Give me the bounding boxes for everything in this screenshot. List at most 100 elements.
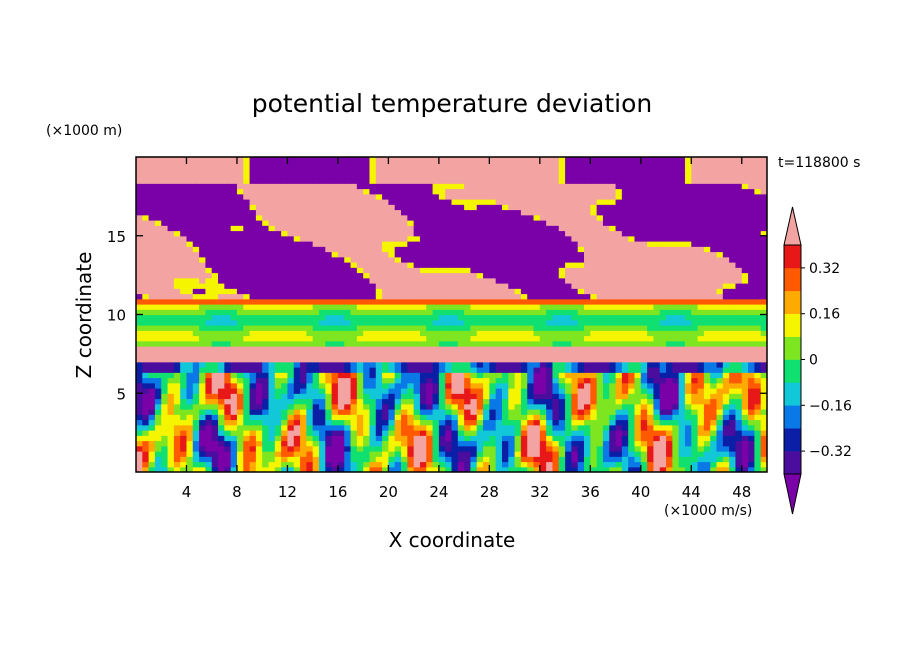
contour-cell xyxy=(647,440,655,447)
contour-cell xyxy=(571,356,579,363)
contour-cell xyxy=(142,382,150,389)
contour-cell xyxy=(230,330,238,337)
contour-cell xyxy=(716,377,724,384)
contour-cell xyxy=(666,351,673,358)
contour-cell xyxy=(142,424,150,431)
contour-cell xyxy=(306,351,314,358)
contour-cell xyxy=(621,283,629,289)
contour-cell xyxy=(363,225,371,232)
contour-cell xyxy=(584,409,591,415)
contour-cell xyxy=(552,235,560,242)
contour-cell xyxy=(640,445,648,452)
contour-cell xyxy=(558,319,566,326)
contour-cell xyxy=(369,440,377,447)
contour-cell xyxy=(722,267,730,274)
contour-cell xyxy=(432,209,440,216)
contour-cell xyxy=(647,346,655,352)
contour-cell xyxy=(161,267,169,274)
contour-cell xyxy=(609,356,617,363)
contour-cell xyxy=(754,251,762,258)
contour-cell xyxy=(363,335,371,342)
contour-cell xyxy=(211,461,219,468)
contour-cell xyxy=(161,346,169,352)
contour-cell xyxy=(659,335,667,342)
contour-cell xyxy=(590,451,598,457)
contour-cell xyxy=(514,220,522,226)
contour-cell xyxy=(243,351,251,358)
contour-cell xyxy=(760,466,767,472)
contour-cell xyxy=(337,430,345,436)
contour-cell xyxy=(628,403,636,410)
contour-cell xyxy=(527,251,535,258)
contour-cell xyxy=(653,209,661,216)
contour-cell xyxy=(388,314,396,321)
contour-cell xyxy=(230,241,238,247)
contour-cell xyxy=(356,414,364,421)
contour-cell xyxy=(369,319,377,326)
contour-cell xyxy=(716,241,724,247)
contour-cell xyxy=(760,372,767,379)
contour-cell xyxy=(407,440,415,447)
contour-cell xyxy=(325,272,333,279)
contour-cell xyxy=(489,372,497,379)
contour-cell xyxy=(287,367,295,373)
contour-cell xyxy=(514,309,522,316)
contour-cell xyxy=(748,262,755,268)
contour-cell xyxy=(337,440,345,447)
contour-cell xyxy=(729,346,737,352)
contour-cell xyxy=(331,325,339,331)
contour-cell xyxy=(337,277,345,284)
contour-cell xyxy=(684,251,692,258)
contour-cell xyxy=(615,456,623,463)
contour-cell xyxy=(729,251,737,258)
contour-cell xyxy=(356,230,364,237)
contour-cell xyxy=(508,267,516,274)
contour-cell xyxy=(508,388,516,394)
contour-cell xyxy=(249,351,257,358)
contour-cell xyxy=(565,419,572,426)
contour-cell xyxy=(451,409,459,415)
contour-cell xyxy=(508,424,516,431)
contour-cell xyxy=(249,346,257,352)
contour-cell xyxy=(672,309,680,316)
contour-cell xyxy=(501,414,509,421)
contour-cell xyxy=(666,309,673,316)
contour-cell xyxy=(230,340,238,347)
contour-cell xyxy=(653,445,661,452)
contour-cell xyxy=(167,414,175,421)
contour-cell xyxy=(577,319,585,326)
contour-cell xyxy=(451,225,459,232)
contour-cell xyxy=(306,241,314,247)
contour-cell xyxy=(154,340,162,347)
contour-cell xyxy=(199,403,207,410)
contour-cell xyxy=(748,319,755,326)
contour-cell xyxy=(640,388,648,394)
contour-cell xyxy=(401,283,408,289)
contour-cell xyxy=(533,424,541,431)
contour-cell xyxy=(735,466,743,472)
contour-cell xyxy=(640,356,648,363)
contour-cell xyxy=(337,220,345,226)
contour-cell xyxy=(287,330,295,337)
contour-cell xyxy=(262,346,270,352)
contour-cell xyxy=(470,388,478,394)
contour-cell xyxy=(602,388,610,394)
contour-cell xyxy=(672,361,680,368)
contour-cell xyxy=(142,225,150,232)
contour-cell xyxy=(375,304,383,310)
contour-cell xyxy=(199,340,207,347)
contour-cell xyxy=(703,283,711,289)
contour-cell xyxy=(546,409,554,415)
contour-cell xyxy=(375,361,383,368)
contour-cell xyxy=(369,409,377,415)
contour-cell xyxy=(312,367,320,373)
contour-cell xyxy=(710,419,718,426)
contour-cell xyxy=(337,367,345,373)
contour-cell xyxy=(199,409,207,415)
contour-cell xyxy=(678,398,686,405)
contour-cell xyxy=(609,377,617,384)
contour-cell xyxy=(375,451,383,457)
contour-cell xyxy=(274,403,282,410)
contour-cell xyxy=(318,419,326,426)
contour-cell xyxy=(520,456,528,463)
